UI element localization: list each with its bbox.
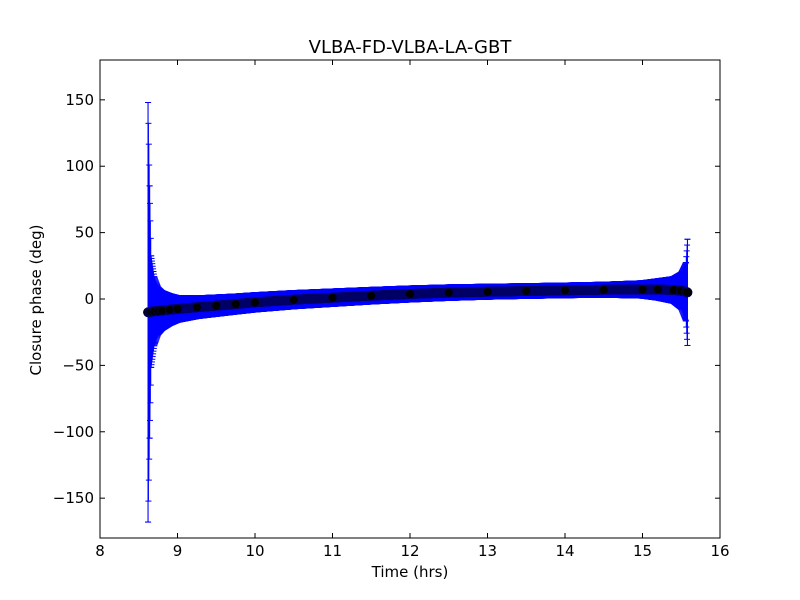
chart-title: VLBA-FD-VLBA-LA-GBT [309,37,513,58]
plot-area [143,101,693,523]
x-axis-title: Time (hrs) [371,563,449,581]
y-axis-title: Closure phase (deg) [27,225,45,376]
